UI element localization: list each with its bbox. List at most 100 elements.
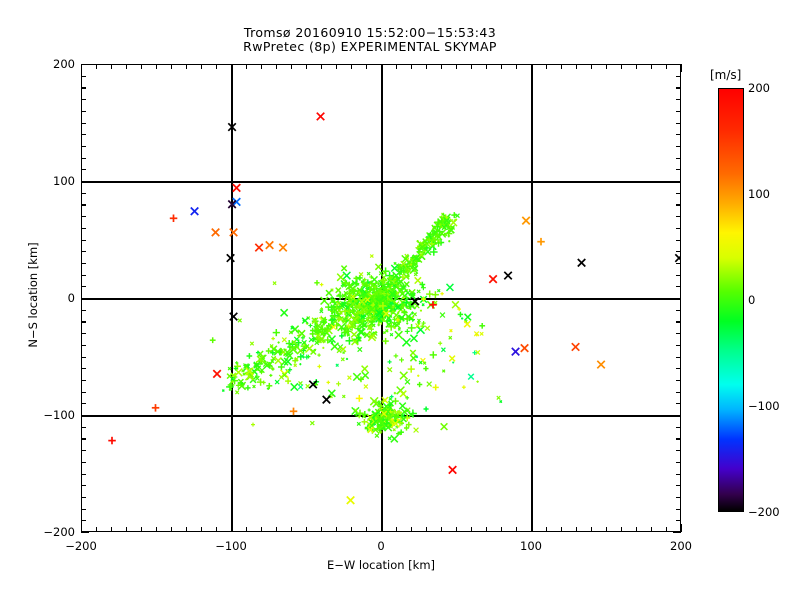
data-point-cross <box>405 290 411 296</box>
data-point-cross <box>596 360 606 369</box>
data-point-plus <box>356 335 362 341</box>
data-point-cross <box>415 322 421 329</box>
x-minor-tick <box>351 527 353 532</box>
data-point-cross <box>325 289 333 297</box>
y-minor-tick <box>676 110 681 112</box>
data-point-cross <box>315 333 321 339</box>
x-minor-tick <box>351 64 353 69</box>
data-point-cross <box>424 325 431 332</box>
data-point-plus <box>346 323 352 329</box>
data-point-plus <box>429 351 437 359</box>
data-point-cross <box>357 346 363 353</box>
data-point-plus <box>407 274 410 278</box>
x-minor-tick <box>576 527 578 532</box>
data-point-plus <box>328 306 336 314</box>
data-point-cross <box>473 331 480 337</box>
data-point-plus <box>357 290 361 294</box>
data-point-plus <box>382 337 389 345</box>
data-point-cross <box>347 375 352 381</box>
data-point-cross <box>382 270 387 275</box>
y-minor-tick <box>81 286 86 288</box>
data-point-cross <box>415 355 419 359</box>
x-minor-tick <box>516 527 518 532</box>
data-point-cross <box>451 300 460 309</box>
data-point-cross <box>356 327 365 337</box>
data-point-cross <box>330 324 337 330</box>
data-point-cross <box>361 371 370 380</box>
x-major-tick <box>681 524 683 532</box>
data-point-plus <box>396 419 404 427</box>
x-minor-tick <box>261 64 263 69</box>
data-point-cross <box>369 396 379 406</box>
data-point-plus <box>353 280 360 287</box>
data-point-cross <box>379 291 383 295</box>
data-point-plus <box>417 374 420 377</box>
data-point-cross <box>440 347 446 353</box>
y-minor-tick <box>676 368 681 370</box>
data-point-cross <box>437 218 444 225</box>
x-minor-tick <box>516 64 518 69</box>
x-minor-tick <box>186 527 188 532</box>
data-point-cross <box>392 428 396 432</box>
x-minor-tick <box>546 527 548 532</box>
data-point-cross <box>369 254 374 259</box>
data-point-plus <box>377 321 380 325</box>
x-minor-tick <box>666 64 668 69</box>
data-point-cross <box>463 320 471 328</box>
data-point-plus <box>402 298 411 307</box>
data-point-cross <box>346 495 355 505</box>
y-minor-tick <box>676 227 681 229</box>
scatter-points-layer <box>82 65 680 531</box>
data-point-cross <box>571 342 580 352</box>
data-point-plus <box>407 324 416 332</box>
data-point-cross <box>435 233 443 241</box>
data-point-cross <box>441 369 446 373</box>
data-point-cross <box>367 426 374 434</box>
data-point-plus <box>365 287 369 291</box>
data-point-cross <box>290 382 299 392</box>
x-minor-tick <box>276 527 278 532</box>
data-point-cross <box>442 216 451 225</box>
data-point-cross <box>674 253 680 263</box>
colorbar-gradient <box>718 88 744 512</box>
data-point-plus <box>314 280 320 286</box>
y-minor-tick <box>81 438 86 440</box>
data-point-plus <box>457 311 464 318</box>
y-minor-tick <box>676 438 681 440</box>
data-point-plus <box>408 409 417 418</box>
x-minor-tick <box>606 64 608 69</box>
data-point-cross <box>381 396 389 404</box>
y-minor-tick <box>676 508 681 510</box>
data-point-plus <box>345 337 354 345</box>
y-major-tick <box>673 532 681 534</box>
data-point-cross <box>360 313 366 320</box>
data-point-plus <box>233 366 238 371</box>
data-point-plus <box>343 327 352 336</box>
data-point-plus <box>317 364 322 369</box>
y-tick-label: 100 <box>53 174 75 188</box>
data-point-cross <box>237 381 247 391</box>
data-point-plus <box>405 395 410 400</box>
x-minor-tick <box>291 527 293 532</box>
data-point-cross <box>374 291 379 295</box>
data-point-cross <box>392 271 401 280</box>
data-point-cross <box>436 288 441 293</box>
data-point-cross <box>363 384 369 389</box>
plot-area[interactable] <box>81 64 681 532</box>
data-point-cross <box>350 331 358 338</box>
colorbar[interactable] <box>718 88 744 512</box>
data-point-cross <box>488 274 498 284</box>
data-point-plus <box>108 436 116 445</box>
data-point-plus <box>396 418 400 421</box>
data-point-plus <box>453 218 457 222</box>
data-point-cross <box>293 363 298 368</box>
data-point-cross <box>265 240 274 250</box>
data-point-cross <box>335 287 342 294</box>
data-point-cross <box>445 283 454 292</box>
data-point-cross <box>413 427 419 433</box>
x-minor-tick <box>246 527 248 532</box>
data-point-cross <box>414 276 422 285</box>
data-point-plus <box>379 302 387 310</box>
x-minor-tick <box>336 527 338 532</box>
data-point-plus <box>319 282 324 287</box>
